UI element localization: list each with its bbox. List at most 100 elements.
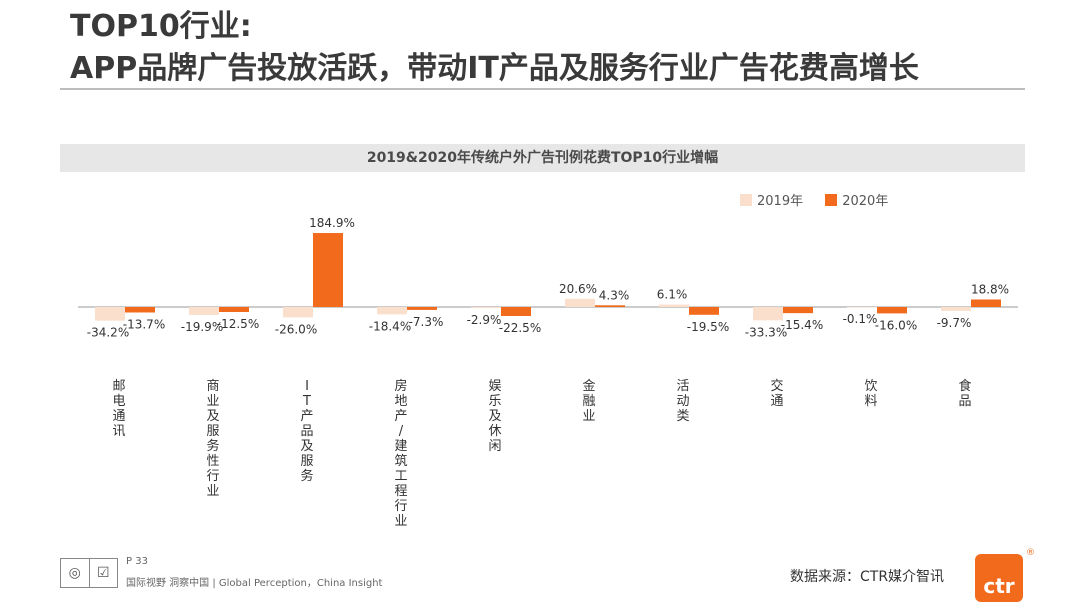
bar-2020: [125, 307, 155, 313]
category-label-char: 娱: [488, 379, 501, 394]
category-label-char: 通: [112, 409, 125, 424]
data-label: -26.0%: [275, 322, 317, 336]
bar-2020: [313, 233, 343, 307]
category-label-char: 动: [676, 394, 689, 409]
bar-2019: [847, 307, 877, 308]
category-label-char: /: [399, 424, 404, 439]
category-label-char: 闲: [488, 439, 501, 454]
bar-2019: [565, 298, 595, 307]
qualification-badge-icon: ☑: [96, 565, 110, 581]
category-label-char: 房: [394, 378, 407, 394]
bar-2019: [377, 307, 407, 315]
category-label-char: 融: [582, 394, 595, 409]
data-label: 6.1%: [657, 288, 688, 302]
title-divider: [60, 88, 1025, 90]
data-label: 18.8%: [971, 282, 1009, 296]
category-label-char: 活: [676, 379, 689, 394]
category-label-char: 商: [206, 379, 219, 394]
data-label: 20.6%: [559, 282, 597, 296]
category-label-char: 行: [206, 469, 219, 484]
category-label-char: 讯: [112, 424, 125, 439]
data-label: 4.3%: [599, 288, 630, 302]
legend-label-2019: 2019年: [757, 194, 804, 209]
category-label-char: 建: [394, 439, 407, 454]
category-label-char: 电: [112, 394, 125, 409]
bar-2020: [219, 307, 249, 312]
legend-label-2020: 2020年: [842, 194, 889, 209]
data-label: -16.0%: [875, 318, 917, 332]
category-label-char: 业: [394, 514, 407, 529]
bar-2020: [407, 307, 437, 310]
category-label-char: 服: [206, 424, 219, 439]
category-label-char: 工: [394, 469, 407, 484]
bar-2020: [595, 305, 625, 307]
category-label-char: 筑: [394, 453, 407, 469]
category-label-char: 金: [582, 378, 595, 394]
bar-2020: [877, 307, 907, 314]
category-label-char: 料: [864, 394, 877, 409]
category-label-char: 乐: [488, 394, 501, 409]
category-label-char: 程: [394, 484, 407, 499]
category-label-char: 类: [676, 409, 689, 424]
registered-mark: ®: [1026, 548, 1035, 558]
bar-2020: [501, 307, 531, 316]
category-label-char: 性: [206, 454, 219, 469]
legend-swatch-2019: [740, 193, 752, 206]
bar-2019: [753, 307, 783, 321]
data-label: -22.5%: [499, 321, 541, 335]
category-label-char: 品: [300, 424, 313, 439]
category-label-char: 及: [206, 409, 219, 424]
data-label: -15.4%: [781, 318, 823, 332]
category-label-char: 邮: [112, 379, 125, 394]
cert-badge-icon: ◎: [61, 559, 90, 587]
data-label: -18.4%: [369, 319, 411, 333]
page-number: P 33: [126, 556, 148, 567]
bar-2020: [689, 307, 719, 315]
certification-badges: ◎ ☑: [60, 558, 118, 588]
category-label-char: 业: [206, 484, 219, 499]
bar-2019: [471, 307, 501, 309]
category-label-char: 务: [206, 438, 219, 454]
bar-2019: [283, 307, 313, 318]
category-label-char: 产: [394, 409, 407, 424]
category-label-char: 食: [958, 378, 971, 394]
category-label-char: 务: [300, 468, 313, 484]
data-label: -13.7%: [123, 317, 165, 331]
category-label-char: 休: [488, 424, 501, 439]
data-label: -12.5%: [217, 317, 259, 331]
legend-item-2020: 2020年: [825, 190, 888, 209]
data-source: 数据来源：CTR媒介智讯: [790, 569, 945, 585]
data-label: -9.7%: [937, 316, 972, 330]
category-label-char: 交: [770, 378, 783, 394]
legend-swatch-2020: [825, 193, 838, 206]
legend-item-2019: 2019年: [740, 190, 803, 209]
category-label-char: T: [302, 394, 311, 409]
ctr-logo: ctr: [975, 554, 1023, 602]
data-label: -2.9%: [467, 313, 502, 327]
category-label-char: 及: [300, 439, 313, 454]
category-label-char: I: [305, 379, 309, 394]
data-label: -19.5%: [687, 320, 729, 334]
chart-title: 2019&2020年传统户外广告刊例花费TOP10行业增幅: [366, 150, 719, 166]
bar-2019: [189, 307, 219, 315]
data-label: -34.2%: [87, 326, 129, 340]
data-label: -19.9%: [181, 320, 223, 334]
chart-legend: 2019年 2020年: [740, 190, 906, 210]
category-label-char: 行: [394, 499, 407, 514]
category-label-char: 品: [958, 394, 971, 409]
category-label-char: 地: [394, 394, 407, 409]
category-label-char: 业: [206, 394, 219, 409]
bar-2020: [971, 299, 1001, 307]
category-label-char: 产: [300, 409, 313, 424]
page-title-line1: TOP10行业:: [70, 9, 252, 44]
category-label-char: 及: [488, 409, 501, 424]
page-title-line2: APP品牌广告投放活跃，带动IT产品及服务行业广告花费高增长: [70, 51, 919, 86]
data-label: 184.9%: [309, 216, 355, 230]
bar-2019: [95, 307, 125, 321]
bar-2019: [659, 304, 689, 307]
category-label-char: 通: [770, 394, 783, 409]
chart-title-band: 2019&2020年传统户外广告刊例花费TOP10行业增幅: [60, 144, 1025, 172]
footer-slogan: 国际视野 洞察中国 | Global Perception，China Insi…: [126, 578, 383, 589]
ctr-logo-text: ctr: [983, 574, 1015, 598]
